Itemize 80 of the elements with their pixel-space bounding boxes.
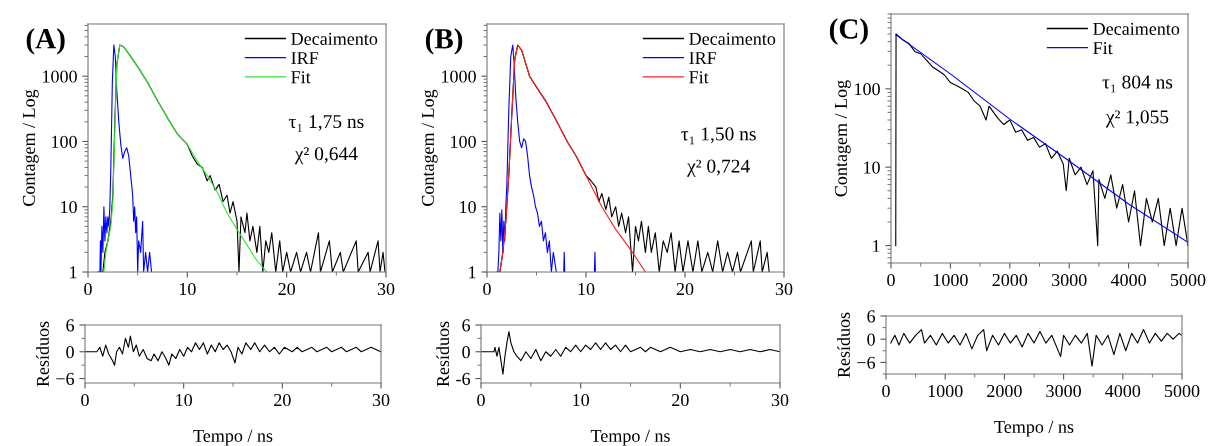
x-axis-title: Tempo / ns bbox=[590, 429, 670, 446]
annotation: χ² 0,724 bbox=[687, 159, 750, 177]
x-tick-label: 10 bbox=[573, 393, 590, 407]
text: (C) bbox=[829, 18, 868, 45]
x-tick-label: 30 bbox=[377, 282, 395, 296]
x-tick-label: 10 bbox=[578, 282, 595, 296]
x-tick-label: 20 bbox=[672, 393, 689, 407]
y-tick-label: 1000 bbox=[43, 70, 77, 83]
x-tick-label: 5000 bbox=[1170, 273, 1206, 287]
x-tick-label: 30 bbox=[372, 393, 390, 407]
y-tick-label: 6 bbox=[867, 310, 876, 323]
x-tick-label: 20 bbox=[274, 393, 291, 407]
x-tick-label: 1000 bbox=[933, 273, 968, 287]
y-axis-title: Resíduos bbox=[36, 321, 49, 387]
line-series bbox=[85, 335, 381, 366]
y-tick-label: 10 bbox=[460, 200, 476, 214]
annotation: τ₁ 1,50 ns bbox=[681, 127, 756, 145]
legend-label: Fit bbox=[689, 71, 709, 84]
x-tick-label: 10 bbox=[179, 282, 196, 296]
y-axis-title: Contagem / Log bbox=[421, 89, 438, 206]
y-tick-label: 100 bbox=[451, 135, 476, 148]
legend-label: Fit bbox=[291, 71, 311, 84]
x-tick-label: 10 bbox=[176, 393, 193, 407]
x-tick-label: 0 bbox=[477, 393, 485, 407]
y-tick-label: 100 bbox=[52, 135, 77, 148]
y-tick-label: 1 bbox=[70, 266, 77, 279]
annotation: τ₁ 1,75 ns bbox=[289, 115, 364, 132]
y-tick-label: 10 bbox=[864, 161, 880, 174]
x-tick-label: 30 bbox=[771, 393, 789, 407]
y-tick-label: 1000 bbox=[442, 70, 476, 83]
x-tick-label: 2000 bbox=[992, 273, 1028, 287]
x-tick-label: 4000 bbox=[1110, 273, 1146, 287]
x-tick-label: 0 bbox=[81, 393, 89, 407]
y-tick-label: −6 bbox=[56, 372, 75, 385]
annotation: χ² 1,055 bbox=[1105, 110, 1169, 128]
legend-label: Decaimento bbox=[291, 32, 378, 45]
legend-label: Fit bbox=[1093, 42, 1113, 55]
x-tick-label: 20 bbox=[278, 282, 296, 296]
y-axis-title: Contagem / Log bbox=[22, 89, 39, 206]
line-series bbox=[890, 328, 1182, 367]
y-tick-label: 0 bbox=[462, 346, 470, 359]
x-tick-label: 5000 bbox=[1164, 384, 1200, 398]
y-tick-label: −6 bbox=[857, 356, 876, 369]
annotation: τ₁ 804 ns bbox=[1102, 75, 1173, 93]
x-tick-label: 4000 bbox=[1105, 384, 1141, 398]
x-tick-label: 20 bbox=[676, 282, 694, 296]
y-tick-label: 100 bbox=[855, 83, 880, 96]
x-tick-label: 3000 bbox=[1046, 384, 1081, 398]
line-series bbox=[99, 44, 153, 272]
y-tick-label: 0 bbox=[867, 333, 875, 346]
x-tick-label: 0 bbox=[483, 282, 491, 296]
y-tick-label: 10 bbox=[61, 200, 77, 214]
x-tick-label: 30 bbox=[775, 282, 793, 296]
x-tick-label: 2000 bbox=[987, 384, 1022, 398]
y-tick-label: 1 bbox=[873, 239, 880, 252]
x-tick-label: 0 bbox=[887, 273, 895, 287]
line-series bbox=[103, 44, 268, 272]
y-tick-label: 6 bbox=[66, 319, 75, 332]
y-tick-label: 0 bbox=[66, 346, 74, 359]
y-axis-title: Contagem / Log bbox=[834, 80, 851, 197]
y-axis-title: Resíduos bbox=[837, 312, 850, 378]
x-tick-label: 0 bbox=[84, 282, 92, 296]
annotation: χ² 0,644 bbox=[294, 147, 358, 165]
text: (B) bbox=[425, 28, 463, 55]
y-axis-title: Resíduos bbox=[436, 321, 450, 387]
y-tick-label: 1 bbox=[469, 266, 476, 279]
y-tick-label: 6 bbox=[462, 319, 471, 332]
legend-label: Decaimento bbox=[1093, 22, 1180, 35]
x-axis-title: Tempo / ns bbox=[994, 420, 1074, 437]
text: (A) bbox=[26, 28, 65, 55]
y-tick-label: -6 bbox=[456, 372, 471, 385]
x-axis-title: Tempo / ns bbox=[193, 429, 273, 446]
line-series bbox=[481, 331, 780, 375]
legend-label: IRF bbox=[689, 52, 717, 64]
x-tick-label: 0 bbox=[882, 384, 890, 398]
legend-label: IRF bbox=[291, 52, 319, 64]
line-series bbox=[499, 44, 646, 272]
x-tick-label: 1000 bbox=[928, 384, 963, 398]
legend-label: Decaimento bbox=[689, 32, 776, 45]
x-tick-label: 3000 bbox=[1052, 273, 1087, 287]
